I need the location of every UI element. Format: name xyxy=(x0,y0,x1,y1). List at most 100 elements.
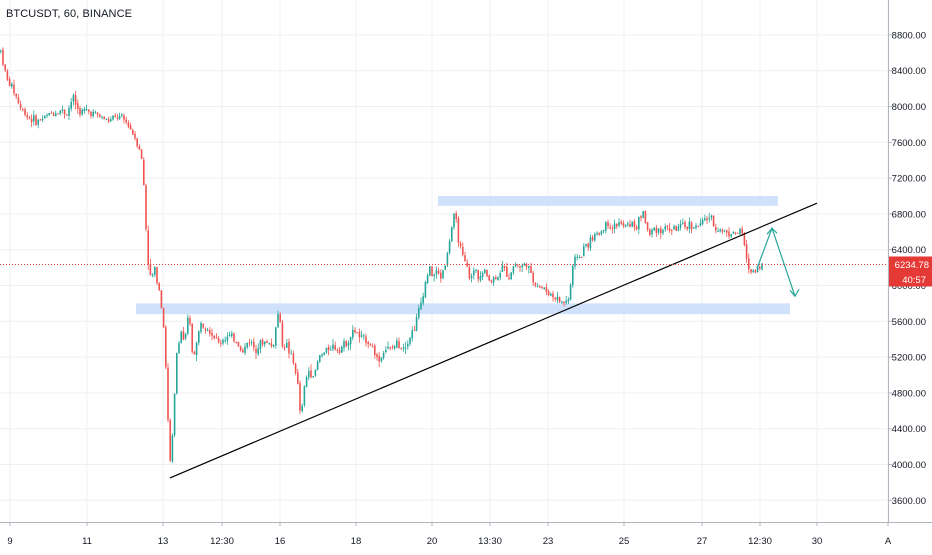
candle-body xyxy=(312,376,314,378)
candle-body xyxy=(332,344,334,350)
candle-body xyxy=(156,267,158,284)
candle-body xyxy=(228,334,231,337)
candle-body xyxy=(695,225,697,228)
y-tick-label: 8400.00 xyxy=(892,66,926,77)
candle-body xyxy=(594,234,596,241)
candle-body xyxy=(178,343,180,353)
candle-body xyxy=(242,349,244,353)
y-tick-label: 7600.00 xyxy=(892,138,926,149)
candle-body xyxy=(41,118,44,120)
candle-body xyxy=(327,346,330,351)
candle-body xyxy=(574,256,576,267)
candle-body xyxy=(347,343,350,346)
candle-body xyxy=(195,342,198,356)
candle-body xyxy=(497,277,499,281)
candle-body xyxy=(616,223,618,227)
candle-body xyxy=(424,282,427,298)
candle-body xyxy=(176,352,178,394)
candle-body xyxy=(286,342,288,348)
x-tick-label: 13:30 xyxy=(478,536,502,547)
candle-body xyxy=(92,111,94,117)
arrowhead-down xyxy=(789,288,800,298)
candle-body xyxy=(479,276,482,281)
candle-body xyxy=(248,342,251,344)
candle-body xyxy=(147,230,149,265)
candle-body xyxy=(107,119,110,122)
x-tick-label: 12:30 xyxy=(210,536,234,547)
candle-body xyxy=(448,241,451,253)
candle-body xyxy=(259,340,262,350)
candle-body xyxy=(532,272,534,283)
candle-body xyxy=(717,230,719,232)
candle-body xyxy=(154,266,156,275)
candle-body xyxy=(173,393,176,436)
candle-body xyxy=(272,344,275,347)
countdown-tag xyxy=(889,272,932,287)
x-tick-label: A xyxy=(885,536,892,547)
candle-body xyxy=(303,386,306,406)
candle-body xyxy=(653,227,655,231)
candle-body xyxy=(525,264,528,267)
candle-body xyxy=(17,97,20,104)
candle-body xyxy=(510,272,512,279)
candle-body xyxy=(22,108,24,110)
candle-body xyxy=(11,83,13,87)
candle-body xyxy=(748,258,750,270)
candle-body xyxy=(118,116,121,120)
candle-body xyxy=(378,355,380,362)
candle-body xyxy=(261,339,264,345)
candle-body xyxy=(404,347,407,349)
candle-body xyxy=(620,221,622,224)
candle-body xyxy=(477,270,479,280)
candle-body xyxy=(376,354,378,358)
candle-body xyxy=(567,299,570,302)
candle-body xyxy=(13,84,15,94)
x-tick-label: 12:30 xyxy=(748,536,772,547)
candle-body xyxy=(657,228,660,233)
candle-body xyxy=(158,283,160,290)
candle-body xyxy=(492,277,495,283)
candle-body xyxy=(442,270,444,279)
candle-body xyxy=(387,346,389,349)
candle-body xyxy=(288,341,290,354)
candle-body xyxy=(160,290,163,308)
candle-body xyxy=(279,314,281,323)
candle-body xyxy=(136,138,138,147)
x-tick-label: 18 xyxy=(351,536,362,547)
candle-body xyxy=(184,334,187,339)
candle-body xyxy=(132,129,134,135)
grid-lines xyxy=(0,0,889,522)
candle-body xyxy=(301,405,303,412)
candle-body xyxy=(431,266,433,277)
candle-body xyxy=(292,353,295,364)
x-tick-label: 9 xyxy=(7,536,12,547)
candle-body xyxy=(750,269,752,273)
y-tick-label: 6400.00 xyxy=(892,245,926,256)
candle-body xyxy=(734,232,737,234)
candle-body xyxy=(655,227,658,233)
candle-body xyxy=(550,293,552,296)
candle-body xyxy=(48,112,50,116)
candle-body xyxy=(514,264,517,266)
current-price-tag xyxy=(889,256,932,273)
candle-body xyxy=(633,221,636,228)
candle-body xyxy=(646,222,649,230)
candle-body xyxy=(508,277,510,280)
candle-body xyxy=(400,348,402,350)
candle-body xyxy=(204,328,207,331)
candle-body xyxy=(679,223,682,228)
candle-body xyxy=(380,357,383,362)
y-tick-label: 4000.00 xyxy=(892,460,926,471)
candle-body xyxy=(316,361,319,370)
candle-body xyxy=(374,345,376,356)
candle-body xyxy=(627,223,629,225)
candle-body xyxy=(83,108,86,111)
candle-body xyxy=(561,302,563,304)
candle-body xyxy=(741,228,743,234)
candle-body xyxy=(382,352,385,358)
candle-body xyxy=(198,331,200,343)
candle-body xyxy=(79,108,81,115)
candle-body xyxy=(715,227,717,231)
